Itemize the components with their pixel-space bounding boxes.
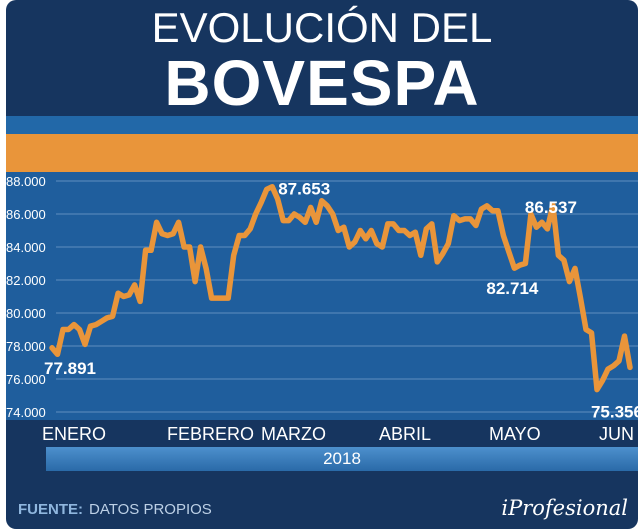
infographic-frame: EVOLUCIÓN DEL BOVESPA 2018 FUENTE: DATOS … xyxy=(6,0,638,529)
y-tick-label: 80.000 xyxy=(6,306,46,321)
y-tick-label: 86.000 xyxy=(6,207,46,222)
x-tick-label: FEBRERO xyxy=(167,424,254,444)
value-annotation: 87.653 xyxy=(278,180,330,199)
y-tick-label: 88.000 xyxy=(6,174,46,189)
y-tick-label: 82.000 xyxy=(6,273,46,288)
x-tick-label: MAYO xyxy=(489,424,541,444)
title-line-1: EVOLUCIÓN DEL xyxy=(151,4,493,51)
y-tick-label: 78.000 xyxy=(6,339,46,354)
orange-band xyxy=(6,134,638,172)
y-tick-label: 84.000 xyxy=(6,240,46,255)
line-chart: 74.000 76.000 78.000 80.000 82.000 84.000 86.0… xyxy=(6,174,638,444)
header-band xyxy=(6,116,638,134)
year-bar: 2018 xyxy=(46,447,638,471)
value-annotation: 75.356 xyxy=(591,403,638,422)
value-annotation: 82.714 xyxy=(486,279,539,298)
x-tick-label: JUN xyxy=(599,424,634,444)
footer-source: FUENTE: DATOS PROPIOS xyxy=(18,501,212,518)
year-label: 2018 xyxy=(323,449,361,468)
value-annotation: 86.537 xyxy=(525,198,577,217)
value-annotation: 77.891 xyxy=(44,359,96,378)
title-line-2: BOVESPA xyxy=(164,47,480,119)
series-line xyxy=(49,183,633,393)
source-label: FUENTE: xyxy=(18,501,83,518)
x-tick-label: ABRIL xyxy=(379,424,431,444)
x-tick-label: MARZO xyxy=(261,424,326,444)
x-tick-label: ENERO xyxy=(42,424,106,444)
iprofesional-logo: iProfesional xyxy=(501,496,628,520)
y-tick-label: 74.000 xyxy=(6,405,46,420)
source-value: DATOS PROPIOS xyxy=(89,501,212,518)
y-tick-label: 76.000 xyxy=(6,372,46,387)
